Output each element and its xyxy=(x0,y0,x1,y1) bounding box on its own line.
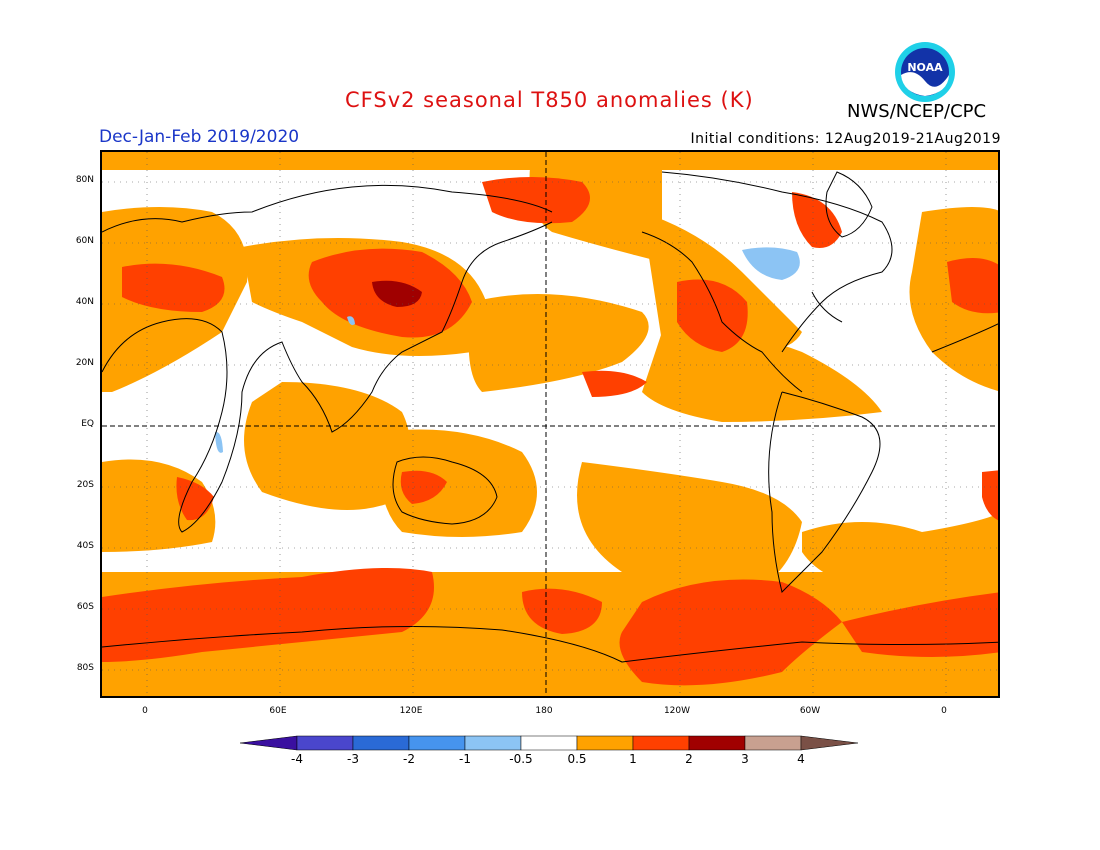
color-bar-segment xyxy=(352,735,410,751)
map-canvas xyxy=(102,152,998,696)
color-bar-tick-label: -3 xyxy=(347,752,359,766)
lon-label: 0 xyxy=(941,706,947,716)
color-bar-tick-label: -4 xyxy=(291,752,303,766)
color-bar-tick-label: -1 xyxy=(459,752,471,766)
lat-label: 20N xyxy=(75,358,94,368)
color-bar-tick-label: -0.5 xyxy=(509,752,533,766)
color-bar-segment xyxy=(688,735,746,751)
equator-dateline xyxy=(102,152,998,696)
lat-label: 40N xyxy=(75,297,94,307)
color-bar-segment xyxy=(408,735,466,751)
lat-label: EQ xyxy=(81,419,94,429)
organization-label: NWS/NCEP/CPC xyxy=(847,101,987,122)
color-bar-tick-label: 0.5 xyxy=(567,752,587,766)
color-bar-tick-label: 2 xyxy=(685,752,693,766)
color-bar-segment xyxy=(632,735,690,751)
coastlines xyxy=(102,171,998,663)
anomaly-2-to-3-region xyxy=(372,280,422,307)
lon-label: 180 xyxy=(535,706,553,716)
anomaly-negative-region xyxy=(215,247,800,453)
lat-label: 60S xyxy=(76,602,94,612)
color-bar-segment xyxy=(464,735,522,751)
lat-label: 20S xyxy=(76,480,94,490)
noaa-logo: NOAA xyxy=(894,41,956,103)
color-bar-segment xyxy=(800,735,859,751)
color-bar-segment xyxy=(576,735,634,751)
color-bar-segment xyxy=(744,735,802,751)
lon-label: 120E xyxy=(399,706,423,716)
lon-label: 120W xyxy=(663,706,691,716)
color-bar xyxy=(239,734,862,756)
lat-label: 40S xyxy=(76,541,94,551)
color-bar-tick-label: 4 xyxy=(797,752,805,766)
lon-label: 60W xyxy=(799,706,821,716)
lat-label: 80S xyxy=(76,663,94,673)
lat-label: 80N xyxy=(75,175,94,185)
lat-label: 60N xyxy=(75,236,94,246)
color-bar-segment xyxy=(520,735,578,751)
initial-conditions-label: Initial conditions: 12Aug2019-21Aug2019 xyxy=(690,131,1001,147)
color-bar-tick-label: 3 xyxy=(741,752,749,766)
map-title: CFSv2 seasonal T850 anomalies (K) xyxy=(345,88,754,112)
lon-label: 0 xyxy=(142,706,148,716)
color-bar-tick-label: -2 xyxy=(403,752,415,766)
color-bar-segment xyxy=(296,735,354,751)
lon-label: 60E xyxy=(269,706,287,716)
season-label: Dec-Jan-Feb 2019/2020 xyxy=(99,127,300,147)
color-bar-segment xyxy=(239,735,298,751)
anomaly-1-to-2-region xyxy=(102,177,998,686)
graticule xyxy=(102,152,998,696)
color-bar-svg xyxy=(239,735,859,751)
anomaly-map xyxy=(100,150,1000,698)
color-bar-tick-label: 1 xyxy=(629,752,637,766)
logo-text: NOAA xyxy=(907,61,943,74)
